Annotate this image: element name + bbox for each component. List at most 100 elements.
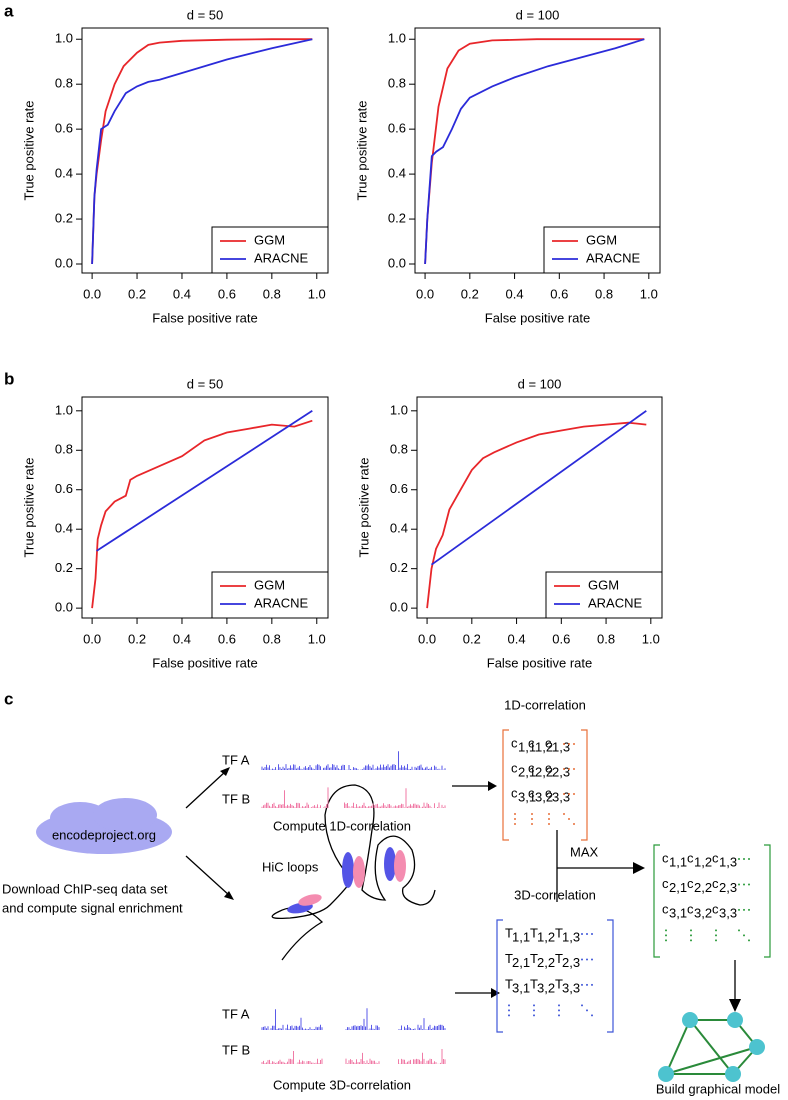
plot-frame bbox=[81, 27, 329, 274]
x-tick-label: 0.8 bbox=[263, 631, 281, 646]
arrow bbox=[185, 855, 231, 897]
y-axis-label: True positive rate bbox=[356, 458, 371, 558]
node bbox=[658, 1066, 674, 1082]
x-tick-label: 0.0 bbox=[83, 631, 101, 646]
track-label: TF A bbox=[222, 752, 250, 767]
matrix-symbol: c bbox=[687, 850, 694, 865]
matrix-symbol: T bbox=[555, 951, 563, 966]
x-axis-label: False positive rate bbox=[485, 310, 591, 325]
hic-anchor bbox=[298, 894, 322, 906]
matrix-bracket bbox=[496, 919, 614, 1033]
matrix-index: 3,1 bbox=[518, 789, 536, 804]
matrix-dot bbox=[508, 1004, 510, 1007]
x-tick-label: 1.0 bbox=[642, 631, 660, 646]
legend-label: GGM bbox=[254, 577, 285, 592]
roc-line bbox=[91, 38, 313, 265]
edge bbox=[665, 1019, 691, 1075]
y-tick-label: 0.4 bbox=[55, 521, 73, 536]
chart-title: d = 50 bbox=[187, 376, 224, 391]
matrix-dot bbox=[690, 929, 692, 932]
matrix-index: 1,3 bbox=[552, 739, 570, 754]
matrix-index: 3,1 bbox=[512, 980, 530, 995]
matrix-index: 3,2 bbox=[694, 905, 712, 920]
x-tick-label: 0.4 bbox=[173, 286, 191, 301]
y-tick-label: 0.6 bbox=[55, 121, 73, 136]
x-tick-label: 0.8 bbox=[263, 286, 281, 301]
edge bbox=[665, 1046, 758, 1075]
x-axis-label: False positive rate bbox=[152, 310, 258, 325]
source-label: encodeproject.org bbox=[52, 827, 156, 842]
matrix-symbol: c bbox=[528, 785, 535, 800]
y-tick-label: 0.4 bbox=[390, 521, 408, 536]
chart-title: d = 100 bbox=[516, 7, 560, 22]
matrix-index: 3,2 bbox=[535, 789, 553, 804]
caption: Download ChIP-seq data set bbox=[2, 881, 168, 896]
x-tick-label: 0.6 bbox=[550, 286, 568, 301]
matrix-dot bbox=[581, 933, 583, 935]
matrix-dot bbox=[563, 813, 565, 815]
x-tick-label: 0.4 bbox=[173, 631, 191, 646]
matrix-symbol: c bbox=[511, 760, 518, 775]
caption: Compute 3D-correlation bbox=[273, 1077, 411, 1092]
edge bbox=[689, 1019, 734, 1075]
matrix-dot bbox=[690, 934, 692, 937]
y-tick-label: 1.0 bbox=[390, 402, 408, 417]
caption: MAX bbox=[570, 844, 599, 859]
matrix-dot bbox=[738, 858, 740, 860]
x-tick-label: 1.0 bbox=[308, 631, 326, 646]
y-tick-label: 0.8 bbox=[388, 76, 406, 91]
y-tick-label: 0.6 bbox=[390, 481, 408, 496]
matrix-dot bbox=[533, 1014, 535, 1017]
x-tick-label: 0.8 bbox=[595, 286, 613, 301]
matrix-symbol: c bbox=[528, 735, 535, 750]
y-tick-label: 0.2 bbox=[55, 210, 73, 225]
matrix-dot bbox=[531, 818, 533, 820]
matrix-symbol: c bbox=[687, 901, 694, 916]
y-tick-label: 0.2 bbox=[388, 210, 406, 225]
matrix-index: 3,3 bbox=[719, 905, 737, 920]
matrix-index: 1,2 bbox=[537, 929, 555, 944]
y-tick-label: 0.6 bbox=[55, 481, 73, 496]
arrowhead bbox=[220, 767, 230, 776]
arrowhead bbox=[729, 999, 741, 1012]
x-tick-label: 0.0 bbox=[416, 286, 434, 301]
matrix-index: 2,3 bbox=[719, 880, 737, 895]
legend-label: ARACNE bbox=[254, 250, 309, 265]
node bbox=[682, 1012, 698, 1028]
plot-frame bbox=[416, 396, 663, 619]
matrix-dot bbox=[573, 823, 575, 825]
matrix-dot bbox=[743, 934, 745, 937]
matrix-index: 1,1 bbox=[669, 854, 687, 869]
matrix-symbol: c bbox=[528, 760, 535, 775]
matrix-symbol: T bbox=[555, 976, 563, 991]
legend-frame bbox=[545, 571, 663, 619]
matrix-dot bbox=[591, 933, 593, 935]
y-tick-label: 0.0 bbox=[390, 600, 408, 615]
matrix-symbol: c bbox=[545, 760, 552, 775]
hic-anchor bbox=[394, 850, 406, 882]
matrix-dot bbox=[548, 823, 550, 825]
matrix-dot bbox=[573, 743, 575, 745]
matrix-index: 1,1 bbox=[518, 739, 536, 754]
y-tick-label: 0.0 bbox=[55, 600, 73, 615]
panel-label: a bbox=[4, 1, 14, 20]
matrix-title: 1D-correlation bbox=[504, 697, 586, 712]
matrix-index: 3,3 bbox=[552, 789, 570, 804]
matrix-index: 2,2 bbox=[537, 955, 555, 970]
matrix-dot bbox=[514, 818, 516, 820]
matrix-symbol: c bbox=[712, 901, 719, 916]
roc-line bbox=[424, 38, 645, 265]
matrix-index: 2,2 bbox=[694, 880, 712, 895]
matrix-dot bbox=[586, 983, 588, 986]
legend-frame bbox=[211, 571, 329, 619]
matrix-dot bbox=[715, 939, 717, 942]
matrix-dot bbox=[586, 933, 588, 935]
y-tick-label: 0.2 bbox=[390, 560, 408, 575]
caption: Compute 1D-correlation bbox=[273, 818, 411, 833]
y-tick-label: 1.0 bbox=[388, 31, 406, 46]
legend-label: GGM bbox=[588, 577, 619, 592]
matrix-dot bbox=[690, 939, 692, 942]
matrix-dot bbox=[665, 939, 667, 942]
track-label: TF B bbox=[222, 791, 250, 806]
node bbox=[727, 1012, 743, 1028]
